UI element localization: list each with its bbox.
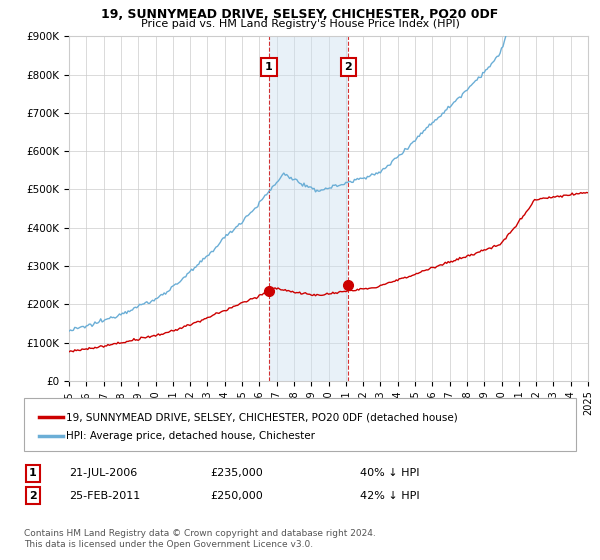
Text: 21-JUL-2006: 21-JUL-2006 [69,468,137,478]
Text: 2: 2 [344,62,352,72]
Text: £235,000: £235,000 [210,468,263,478]
Text: 40% ↓ HPI: 40% ↓ HPI [360,468,419,478]
Text: 1: 1 [265,62,272,72]
Text: 2: 2 [29,491,37,501]
Text: £250,000: £250,000 [210,491,263,501]
Text: HPI: Average price, detached house, Chichester: HPI: Average price, detached house, Chic… [66,431,315,441]
Text: 1: 1 [29,468,37,478]
Text: 25-FEB-2011: 25-FEB-2011 [69,491,140,501]
Text: 42% ↓ HPI: 42% ↓ HPI [360,491,419,501]
Text: 19, SUNNYMEAD DRIVE, SELSEY, CHICHESTER, PO20 0DF (detached house): 19, SUNNYMEAD DRIVE, SELSEY, CHICHESTER,… [66,412,458,422]
Text: Price paid vs. HM Land Registry's House Price Index (HPI): Price paid vs. HM Land Registry's House … [140,19,460,29]
Text: Contains HM Land Registry data © Crown copyright and database right 2024.
This d: Contains HM Land Registry data © Crown c… [24,529,376,549]
Bar [269,36,349,381]
Text: 19, SUNNYMEAD DRIVE, SELSEY, CHICHESTER, PO20 0DF: 19, SUNNYMEAD DRIVE, SELSEY, CHICHESTER,… [101,8,499,21]
